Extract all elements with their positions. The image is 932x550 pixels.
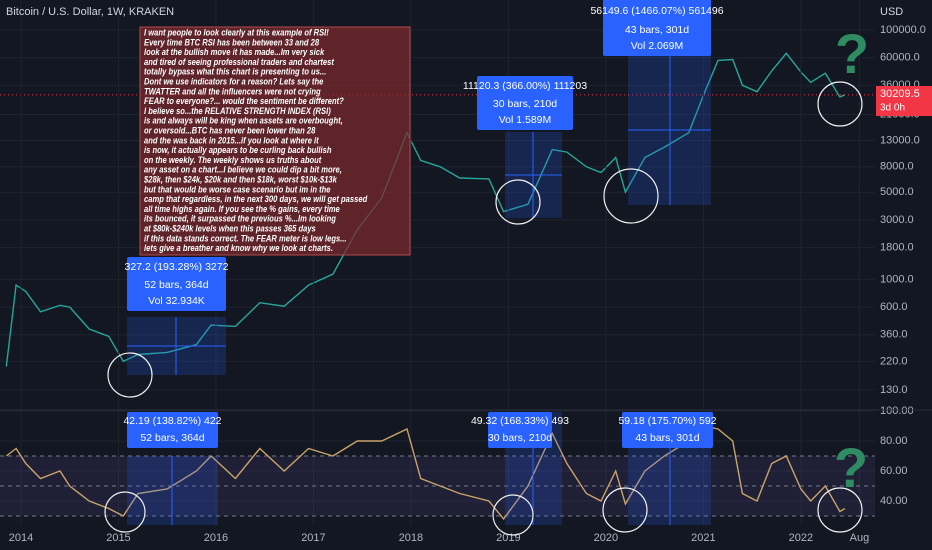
note-line: FEAR to everyone?... would the sentiment… xyxy=(144,95,344,106)
measures: 327.2 (193.28%) 3272 52 bars, 364d Vol 32.… xyxy=(123,0,724,448)
note-line: at $80k-$240k levels when this passes 36… xyxy=(144,223,316,234)
measure-text: 49.32 (168.33%) 493 xyxy=(471,415,569,427)
y-tick-label: 100.00 xyxy=(880,405,914,417)
note-line: totally bypass what this chart is presen… xyxy=(144,66,326,77)
y-tick-label: 60.00 xyxy=(880,465,908,477)
note-line: if this data stands correct. The FEAR me… xyxy=(144,232,347,243)
note-line: I believe so...the RELATIVE STRENGTH IND… xyxy=(144,105,331,116)
x-tick-label: 2016 xyxy=(204,532,228,544)
note-line: TWATTER and all the influencers were not… xyxy=(144,85,321,96)
note-line: I want people to look clearly at this ex… xyxy=(144,27,329,38)
note-box xyxy=(139,26,411,256)
note-line: look at the bullish move it has made...I… xyxy=(144,46,325,57)
measure-text: 11120.3 (366.00%) 111203 xyxy=(463,80,587,92)
measure-box xyxy=(127,257,226,311)
y-tick-label: 600.0 xyxy=(880,301,908,313)
question-mark: ? xyxy=(835,22,869,85)
measure-text: 30 bars, 210d xyxy=(488,432,552,444)
measure-text: 56149.6 (1466.07%) 561496 xyxy=(590,5,723,17)
circle xyxy=(492,494,534,536)
x-tick-label: 2015 xyxy=(106,532,130,544)
y-tick-label: 220.0 xyxy=(880,355,908,367)
note-line: and the was back in 2015...if you look a… xyxy=(144,134,320,145)
y-tick-label: 1000.0 xyxy=(880,273,914,285)
y-tick-label: 3000.0 xyxy=(880,214,914,226)
measure-text: 327.2 (193.28%) 3272 xyxy=(125,261,229,273)
note-line: all time highs again. If you see the % g… xyxy=(144,203,340,214)
measure-text: 43 bars, 301d xyxy=(625,24,689,36)
x-tick-label: 2022 xyxy=(789,532,813,544)
last-price: 30209.5 xyxy=(880,88,920,100)
x-tick-label: 2017 xyxy=(301,532,325,544)
measure-box xyxy=(477,76,573,130)
measure-text: Vol 2.069M xyxy=(631,40,684,52)
circle xyxy=(495,179,541,225)
x-tick-label: 2021 xyxy=(691,532,715,544)
measure-text: 30 bars, 210d xyxy=(493,98,557,110)
measure-box xyxy=(603,0,711,56)
note-line: is and always will be king when assets a… xyxy=(144,115,343,126)
currency: USD xyxy=(880,6,903,18)
y-tick-label: 130.0 xyxy=(880,384,908,396)
circle xyxy=(817,81,863,127)
note-line: is now, it actually appears to be curlin… xyxy=(144,144,331,155)
measure-text: 59.18 (175.70%) 592 xyxy=(618,415,716,427)
circle xyxy=(104,491,146,533)
circle xyxy=(603,168,659,224)
series-line xyxy=(5,52,846,367)
circles xyxy=(104,81,863,536)
question-mark: ? xyxy=(834,436,868,499)
measure-text: 52 bars, 364d xyxy=(140,432,204,444)
y-tick-label: 80.00 xyxy=(880,435,908,447)
note-line: lets give a breather and know why we loo… xyxy=(144,242,333,253)
y-tick-label: 360.0 xyxy=(880,329,908,341)
note-line: and tired of seeing professional traders… xyxy=(144,56,335,67)
measure-arrows xyxy=(127,55,711,525)
measure-box xyxy=(127,412,218,448)
y-tick-label: 60000.0 xyxy=(880,52,920,64)
x-tick-label: Aug xyxy=(850,532,870,544)
note-line: camp that regardless, in the next 300 da… xyxy=(144,193,368,204)
y-tick-label: 13000.0 xyxy=(880,134,920,146)
note-line: Every time BTC RSI has been between 33 a… xyxy=(144,36,319,47)
last-price-box xyxy=(876,86,932,116)
measure-box xyxy=(622,412,713,448)
x-tick-label: 2020 xyxy=(594,532,618,544)
y-tick-label: 1800.0 xyxy=(880,241,914,253)
circle xyxy=(817,487,863,533)
measure-text: Vol 1.589M xyxy=(499,114,552,126)
y-tick-label: 5000.0 xyxy=(880,186,914,198)
measure-text: 42.19 (138.82%) 422 xyxy=(123,415,221,427)
note-line: or oversold...BTC has never been lower t… xyxy=(144,125,315,136)
series-line xyxy=(5,425,846,521)
countdown: 3d 0h xyxy=(880,103,905,114)
x-tick-label: 2019 xyxy=(496,532,520,544)
x-tick-label: 2018 xyxy=(399,532,423,544)
measure-text: 43 bars, 301d xyxy=(635,432,699,444)
x-tick-label: 2014 xyxy=(9,532,33,544)
circle xyxy=(107,352,153,398)
y-tick-label: 100000.0 xyxy=(880,24,926,36)
circle xyxy=(602,487,648,533)
note: I want people to look clearly at this ex… xyxy=(139,26,411,256)
note-lines: I want people to look clearly at this ex… xyxy=(143,27,368,254)
measure-text: Vol 32.934K xyxy=(148,295,205,307)
note-line: $28k, then $24k, $20k and then $18k, wor… xyxy=(143,174,338,185)
y-tick-label: 8000.0 xyxy=(880,161,914,173)
note-line: on the weekly. The weekly shows us truth… xyxy=(144,154,322,165)
chart-title: Bitcoin / U.S. Dollar, 1W, KRAKEN xyxy=(6,6,174,18)
y-tick-label: 40.00 xyxy=(880,495,908,507)
measure-text: 52 bars, 364d xyxy=(144,279,208,291)
note-line: its bounced, it surpassed the previous %… xyxy=(144,213,337,224)
note-line: Dont we use indicators for a reason? Let… xyxy=(144,76,324,87)
note-line: but that would be worse case scenario bu… xyxy=(144,183,331,194)
measure-box xyxy=(488,412,552,448)
note-line: any asset on a chart...I believe we coul… xyxy=(144,164,342,175)
